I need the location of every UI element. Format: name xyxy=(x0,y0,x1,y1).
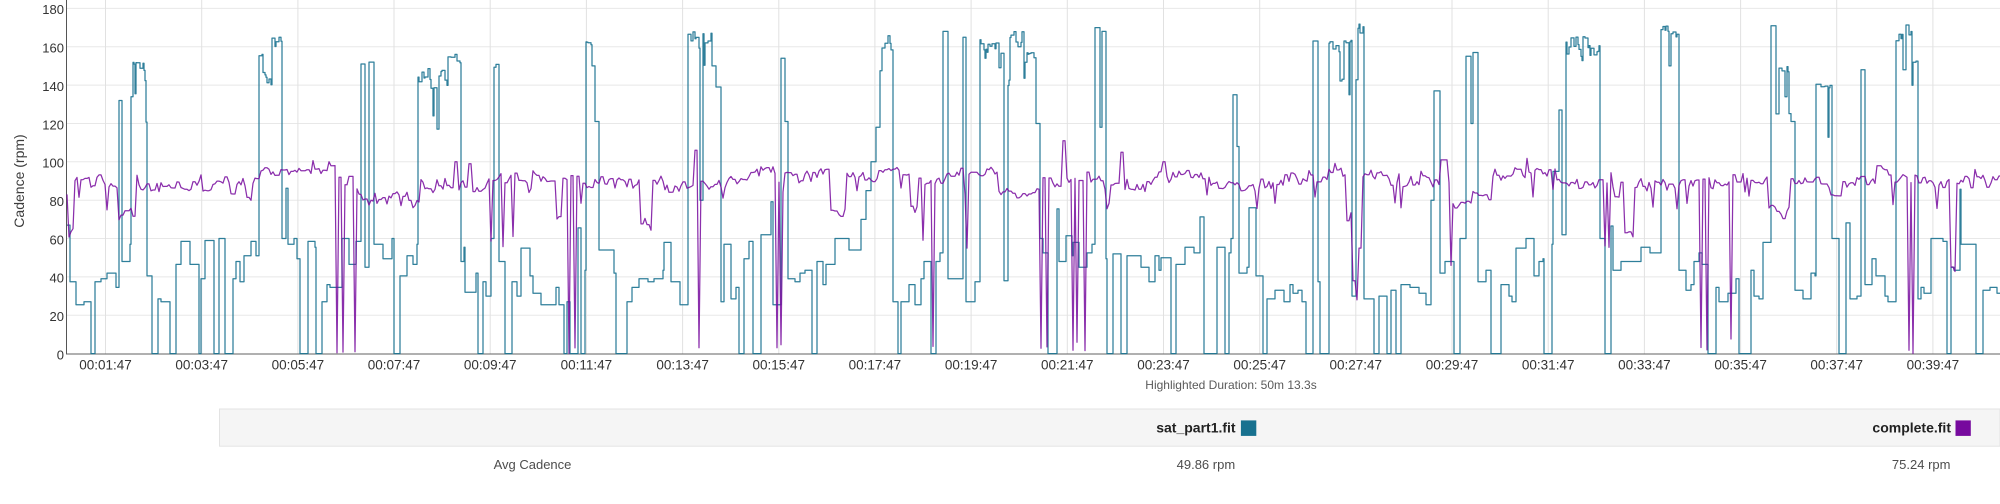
svg-text:00:39:47: 00:39:47 xyxy=(1907,357,1960,372)
svg-text:120: 120 xyxy=(42,117,64,132)
svg-text:00:13:47: 00:13:47 xyxy=(656,357,709,372)
svg-text:00:07:47: 00:07:47 xyxy=(368,357,421,372)
svg-text:00:31:47: 00:31:47 xyxy=(1522,357,1575,372)
svg-text:40: 40 xyxy=(50,271,64,286)
svg-text:49.86 rpm: 49.86 rpm xyxy=(1177,457,1236,472)
svg-text:00:01:47: 00:01:47 xyxy=(79,357,132,372)
svg-text:00:05:47: 00:05:47 xyxy=(272,357,325,372)
svg-text:20: 20 xyxy=(50,309,64,324)
svg-text:00:33:47: 00:33:47 xyxy=(1618,357,1671,372)
svg-text:complete.fit: complete.fit xyxy=(1872,420,1951,436)
svg-text:Highlighted Duration: 50m 13.3: Highlighted Duration: 50m 13.3s xyxy=(1145,378,1316,392)
svg-text:Avg Cadence: Avg Cadence xyxy=(494,457,572,472)
svg-text:00:03:47: 00:03:47 xyxy=(175,357,228,372)
svg-text:sat_part1.fit: sat_part1.fit xyxy=(1156,420,1236,436)
svg-text:100: 100 xyxy=(42,156,64,171)
svg-text:00:15:47: 00:15:47 xyxy=(753,357,806,372)
svg-text:160: 160 xyxy=(42,41,64,56)
svg-text:0: 0 xyxy=(57,347,64,362)
svg-text:Cadence (rpm): Cadence (rpm) xyxy=(11,134,27,227)
svg-text:00:35:47: 00:35:47 xyxy=(1714,357,1767,372)
svg-text:00:27:47: 00:27:47 xyxy=(1330,357,1383,372)
svg-text:00:29:47: 00:29:47 xyxy=(1426,357,1479,372)
svg-text:00:37:47: 00:37:47 xyxy=(1810,357,1863,372)
svg-text:00:19:47: 00:19:47 xyxy=(945,357,998,372)
svg-text:00:25:47: 00:25:47 xyxy=(1233,357,1286,372)
svg-text:80: 80 xyxy=(50,194,64,209)
svg-text:00:11:47: 00:11:47 xyxy=(561,357,613,372)
svg-text:180: 180 xyxy=(42,2,64,17)
svg-text:140: 140 xyxy=(42,79,64,94)
svg-text:00:17:47: 00:17:47 xyxy=(849,357,902,372)
svg-text:00:21:47: 00:21:47 xyxy=(1041,357,1094,372)
svg-text:00:09:47: 00:09:47 xyxy=(464,357,517,372)
svg-text:60: 60 xyxy=(50,232,64,247)
svg-text:00:23:47: 00:23:47 xyxy=(1137,357,1190,372)
svg-text:75.24 rpm: 75.24 rpm xyxy=(1892,457,1951,472)
